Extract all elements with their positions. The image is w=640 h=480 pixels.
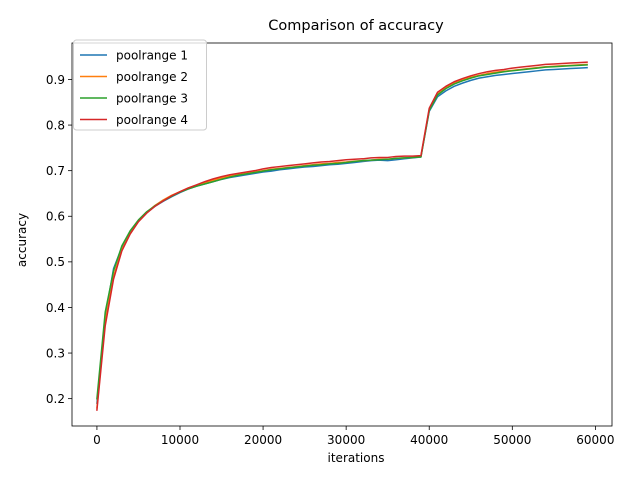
x-axis: 0 10000 20000 30000 40000 50000 60000 [93,426,614,447]
legend-label-poolrange-1: poolrange 1 [116,49,188,63]
legend-box [73,39,207,131]
x-tick-label: 30000 [327,433,365,447]
y-tick-label: 0.7 [46,164,65,178]
legend-label-poolrange-3: poolrange 3 [116,92,188,106]
x-tick-label: 0 [93,433,101,447]
y-tick-label: 0.8 [46,118,65,132]
x-tick-label: 40000 [410,433,448,447]
chart-title: Comparison of accuracy [268,18,444,34]
x-tick-label: 10000 [161,433,199,447]
x-tick-label: 50000 [493,433,531,447]
series-line-poolrange-4 [96,61,588,411]
y-tick-label: 0.2 [46,392,65,406]
x-tick-label: 20000 [244,433,282,447]
plot-area [96,61,588,411]
axes-frame [71,42,613,427]
y-tick-label: 0.9 [46,73,65,87]
legend: poolrange 1 poolrange 2 poolrange 3 poolran… [73,39,207,131]
y-axis-label: accuracy [15,213,29,267]
y-tick-label: 0.6 [46,210,65,224]
legend-label-poolrange-2: poolrange 2 [116,70,188,84]
y-tick-label: 0.3 [46,346,65,360]
y-tick-label: 0.5 [46,255,65,269]
y-tick-label: 0.4 [46,301,65,315]
y-axis: 0.2 0.3 0.4 0.5 0.6 0.7 0.8 0.9 [46,73,72,406]
x-tick-label: 60000 [576,433,614,447]
legend-label-poolrange-4: poolrange 4 [116,113,188,127]
x-axis-label: iterations [328,451,385,465]
